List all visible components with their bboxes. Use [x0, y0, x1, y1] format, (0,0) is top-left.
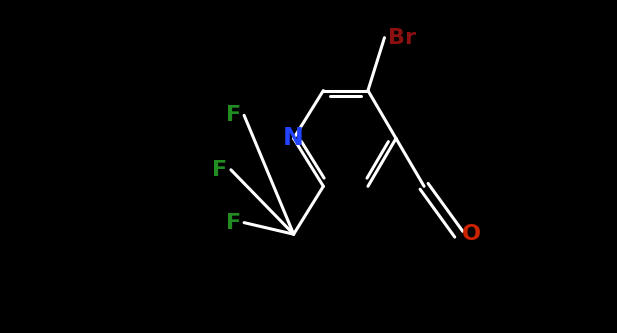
Text: F: F	[212, 160, 228, 180]
Text: Br: Br	[387, 28, 416, 48]
Text: N: N	[283, 127, 304, 151]
Text: F: F	[226, 105, 241, 125]
Text: O: O	[462, 224, 481, 244]
Text: F: F	[226, 213, 241, 233]
